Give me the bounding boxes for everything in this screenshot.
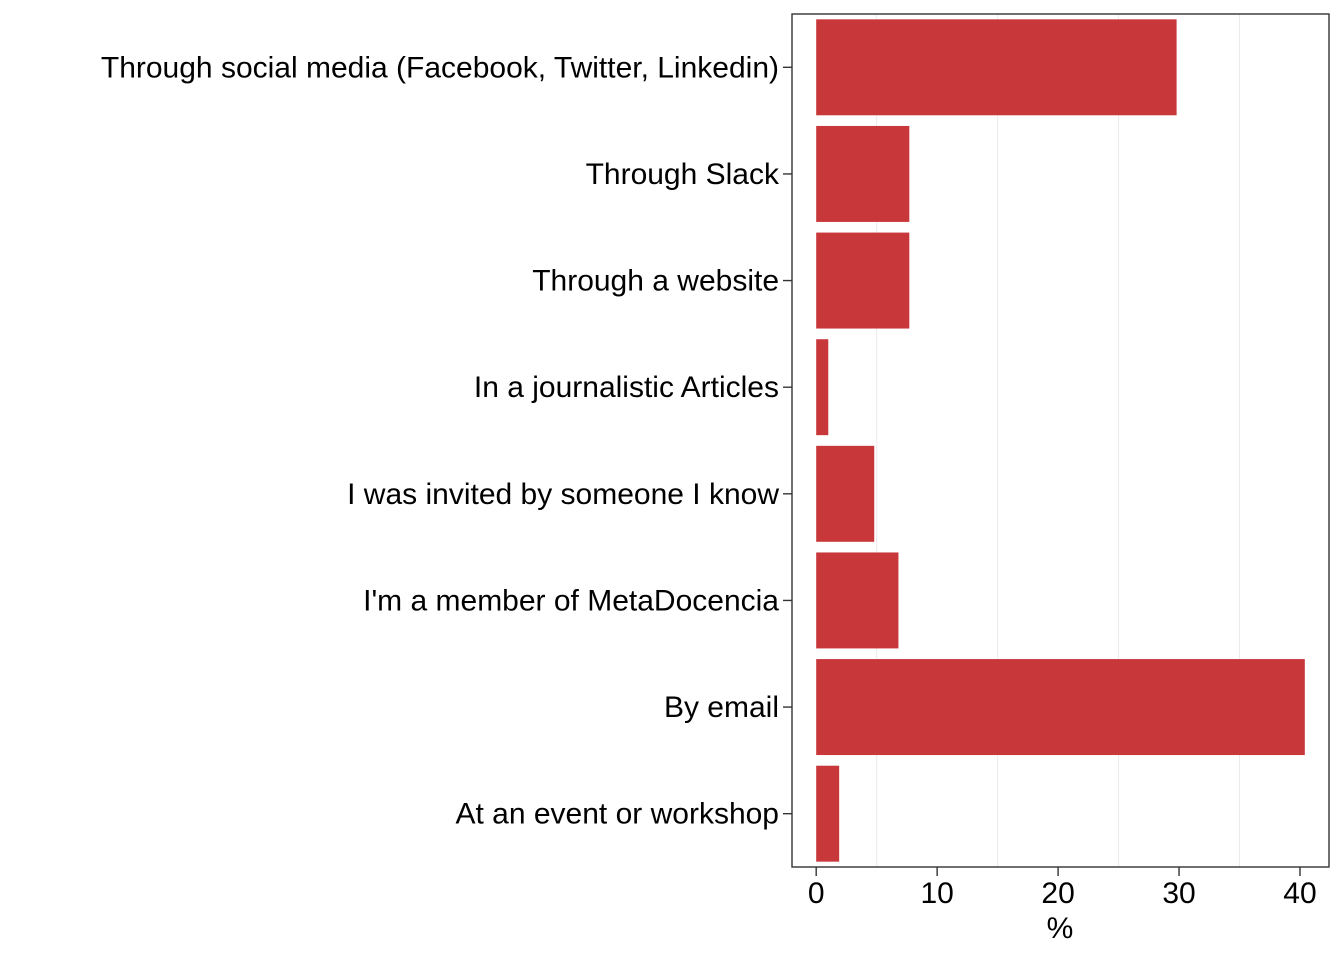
x-tick-label: 30 xyxy=(1162,877,1195,910)
y-tick-label: I was invited by someone I know xyxy=(347,478,779,511)
bar xyxy=(816,445,875,542)
y-tick-label: I'm a member of MetaDocencia xyxy=(363,584,779,617)
y-tick-label: At an event or workshop xyxy=(455,798,779,831)
x-axis: 0 10 20 30 40 xyxy=(808,867,1317,910)
y-axis: Through social media (Facebook, Twitter,… xyxy=(101,51,792,831)
bar xyxy=(816,19,1177,116)
x-tick-label: 20 xyxy=(1041,877,1074,910)
y-tick-label: Through social media (Facebook, Twitter,… xyxy=(101,51,779,84)
x-axis-title: % xyxy=(1047,912,1074,945)
bar xyxy=(816,659,1305,756)
bar xyxy=(816,125,910,222)
plot-border xyxy=(791,13,1330,868)
x-tick-label: 10 xyxy=(920,877,953,910)
bars xyxy=(816,19,1305,862)
x-tick-label: 0 xyxy=(808,877,825,910)
bar xyxy=(816,765,840,862)
bar xyxy=(816,552,899,649)
x-tick-label: 40 xyxy=(1283,877,1316,910)
bar xyxy=(816,339,829,436)
y-tick-label: Through Slack xyxy=(586,158,780,191)
y-tick-label: Through a website xyxy=(532,265,779,298)
bar xyxy=(816,232,910,329)
y-tick-label: In a journalistic Articles xyxy=(474,371,779,404)
y-tick-label: By email xyxy=(664,691,779,724)
